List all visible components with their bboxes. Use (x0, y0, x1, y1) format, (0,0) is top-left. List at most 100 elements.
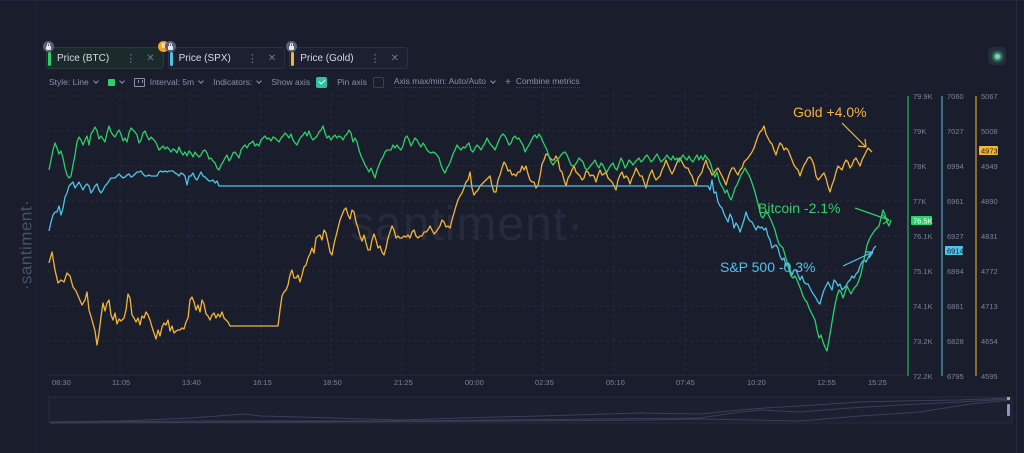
series-color-bar (291, 52, 295, 66)
left-divider (36, 0, 37, 453)
series-color-bar (48, 52, 51, 66)
svg-text:15:25: 15:25 (868, 378, 887, 387)
svg-text:4949: 4949 (981, 162, 998, 171)
svg-text:6961: 6961 (947, 197, 964, 206)
svg-text:74.1K: 74.1K (913, 302, 933, 311)
svg-text:6861: 6861 (947, 302, 964, 311)
svg-text:4654: 4654 (981, 337, 998, 346)
chart-settings-toolbar: Style: Line Interval: 5m Indicators: Sho… (49, 76, 590, 88)
x-axis: 08:30 11:05 13:40 16:15 18:50 21:25 00:0… (52, 378, 887, 387)
svg-text:02:35: 02:35 (535, 378, 554, 387)
svg-text:72.2K: 72.2K (913, 372, 933, 381)
indicators-dropdown[interactable]: Indicators: (213, 77, 263, 87)
svg-text:00:00: 00:00 (465, 378, 484, 387)
pin-axis-toggle[interactable]: Pin axis (337, 76, 384, 88)
series-color-bar (169, 52, 173, 66)
svg-text:7060: 7060 (947, 92, 964, 101)
pin-axis-checkbox[interactable] (372, 76, 384, 88)
santiment-watermark: santiment· (350, 198, 584, 251)
annotation-bitcoin: Bitcoin -2.1% (758, 200, 840, 216)
grid-lines (48, 92, 906, 375)
annotation-gold: Gold +4.0% (793, 104, 867, 120)
svg-text:5008: 5008 (981, 127, 998, 136)
svg-text:4772: 4772 (981, 267, 998, 276)
tab-label: Price (BTC) (57, 52, 110, 64)
svg-text:4713: 4713 (981, 302, 998, 311)
svg-text:21:25: 21:25 (394, 378, 413, 387)
tab-price-btc[interactable]: Price (BTC) ⋮ ✕ 8 (43, 41, 169, 69)
current-value-badge-gold (979, 146, 998, 155)
svg-text:79.9K: 79.9K (913, 92, 933, 101)
y-axis-btc: 79.9K 79K 78K 77K 76.1K 75.1K 74.1K 73.2… (907, 92, 933, 381)
arrow-icon (854, 207, 890, 225)
live-status-button[interactable] (988, 47, 1006, 65)
combine-metrics-button[interactable]: + Combine metrics (504, 76, 580, 88)
chart-navigator[interactable] (48, 396, 1013, 424)
navigator-handle-top[interactable] (1007, 397, 1010, 400)
svg-text:10:20: 10:20 (747, 378, 766, 387)
close-icon[interactable]: ✕ (267, 52, 277, 64)
annotation-sp500: S&P 500 -0.3% (720, 259, 815, 275)
svg-text:4890: 4890 (981, 197, 998, 206)
svg-text:11:05: 11:05 (112, 378, 130, 387)
svg-text:07:45: 07:45 (676, 378, 695, 387)
arrow-icon (841, 122, 867, 148)
lock-icon (286, 41, 298, 52)
close-icon[interactable]: ✕ (390, 52, 399, 64)
tab-price-gold[interactable]: Price (Gold) ⋮ ✕ (286, 41, 408, 69)
svg-text:13:40: 13:40 (182, 378, 201, 387)
svg-text:16:15: 16:15 (253, 378, 272, 387)
svg-text:75.1K: 75.1K (913, 267, 933, 276)
current-value-badge-btc (911, 216, 932, 225)
kebab-menu-icon[interactable]: ⋮ (246, 52, 258, 65)
y-axis-spx: 7060 7027 6994 6961 6927 6894 6861 6828 … (941, 92, 964, 381)
svg-text:6795: 6795 (947, 372, 964, 381)
tab-label: Price (Gold) (300, 52, 354, 64)
color-picker[interactable] (107, 77, 125, 86)
svg-text:6894: 6894 (947, 267, 964, 276)
show-axis-toggle[interactable]: Show axis (271, 76, 328, 88)
svg-text:6994: 6994 (947, 162, 964, 171)
color-swatch (107, 78, 115, 86)
svg-text:6914: 6914 (947, 247, 964, 256)
close-icon[interactable]: ✕ (146, 52, 155, 64)
svg-text:08:30: 08:30 (52, 378, 71, 387)
svg-text:05:10: 05:10 (606, 378, 625, 387)
svg-text:4595: 4595 (981, 372, 998, 381)
svg-text:78K: 78K (913, 162, 926, 171)
notification-badge: 8 (157, 41, 169, 52)
svg-text:76.1K: 76.1K (913, 232, 933, 241)
navigator-handle[interactable] (1007, 404, 1010, 416)
current-value-badge-spx (945, 246, 963, 255)
show-axis-checkbox[interactable] (316, 76, 328, 88)
tab-price-spx[interactable]: Price (SPX) ⋮ ✕ (164, 41, 286, 69)
axis-maxmin-dropdown[interactable]: Axis max/min: Auto/Auto (393, 76, 496, 88)
series-line-gold (48, 125, 873, 346)
calendar-icon (133, 77, 145, 87)
lock-icon (164, 41, 176, 52)
svg-text:79K: 79K (913, 127, 926, 136)
style-dropdown[interactable]: Style: Line (49, 77, 99, 87)
series-line-btc (48, 125, 892, 352)
svg-text:4973: 4973 (981, 147, 998, 156)
svg-text:12:55: 12:55 (817, 378, 836, 387)
tab-label: Price (SPX) (178, 52, 231, 64)
svg-text:73.2K: 73.2K (913, 337, 933, 346)
svg-text:5067: 5067 (981, 92, 998, 101)
svg-text:6927: 6927 (947, 232, 964, 241)
svg-text:6828: 6828 (947, 337, 964, 346)
kebab-menu-icon[interactable]: ⋮ (369, 52, 381, 65)
svg-text:4831: 4831 (981, 232, 998, 241)
svg-text:77K: 77K (913, 197, 926, 206)
arrow-icon (842, 251, 874, 267)
svg-text:18:50: 18:50 (323, 378, 342, 387)
plus-icon: + (504, 76, 511, 88)
lock-icon (43, 41, 54, 52)
metric-tabs: Price (BTC) ⋮ ✕ 8 Price (SPX) ⋮ ✕ Price … (43, 41, 408, 69)
kebab-menu-icon[interactable]: ⋮ (125, 52, 137, 65)
interval-dropdown[interactable]: Interval: 5m (133, 77, 204, 87)
svg-text:7027: 7027 (947, 127, 964, 136)
y-axis-gold: 5067 5008 4949 4890 4831 4772 4713 4654 … (975, 92, 998, 381)
